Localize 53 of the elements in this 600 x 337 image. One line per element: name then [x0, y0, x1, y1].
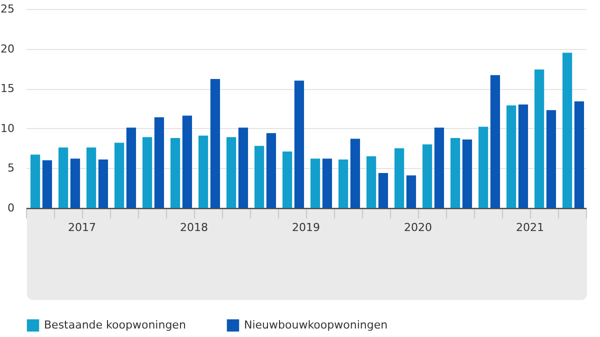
bar: [114, 142, 124, 208]
bar: [254, 146, 264, 208]
bar: [142, 137, 152, 208]
bar: [170, 138, 180, 208]
bar: [546, 110, 556, 208]
legend-label: Nieuwbouwkoopwoningen: [244, 318, 388, 332]
bar: [562, 52, 572, 208]
text: 2019: [292, 221, 320, 234]
bar: [310, 158, 320, 208]
bar: [282, 151, 292, 208]
bar: [238, 128, 248, 208]
bar: [86, 148, 96, 208]
y-tick-label: 20: [0, 42, 14, 56]
bar: [70, 158, 80, 208]
y-tick-label: 5: [8, 162, 14, 175]
bar: [58, 148, 68, 208]
bar: [574, 101, 584, 208]
bar: [338, 159, 348, 208]
bar: [406, 175, 416, 208]
bar: [422, 144, 432, 208]
legend-label: Bestaande koopwoningen: [44, 318, 186, 332]
y-tick-label: 10: [0, 122, 14, 135]
y-tick-label: 15: [0, 82, 14, 96]
bar: [294, 80, 304, 208]
bar: [394, 148, 404, 208]
y-tick-label: 25: [0, 2, 14, 16]
bar: [378, 172, 388, 208]
bar: [98, 159, 108, 208]
bar: [434, 128, 444, 208]
bar: [490, 75, 500, 208]
text: 2020: [404, 221, 432, 234]
bar: [518, 104, 528, 208]
bar: [462, 140, 472, 208]
text: 2021: [516, 221, 544, 234]
bar: [350, 138, 360, 208]
bar: [322, 158, 332, 208]
bar: [450, 138, 460, 208]
bar: [366, 156, 376, 208]
bar: [478, 126, 488, 208]
bar: [198, 136, 208, 208]
bar: [534, 69, 544, 208]
bar: [266, 133, 276, 208]
bar: [154, 117, 164, 208]
bar: [30, 154, 40, 208]
bar: [506, 105, 516, 208]
text: 2017: [68, 221, 96, 234]
text: 2018: [180, 221, 208, 234]
bar: [42, 160, 52, 208]
y-tick-label: 0: [8, 202, 14, 214]
bar: [226, 137, 236, 208]
bar: [210, 79, 220, 208]
bar: [126, 128, 136, 208]
bar: [182, 116, 192, 208]
